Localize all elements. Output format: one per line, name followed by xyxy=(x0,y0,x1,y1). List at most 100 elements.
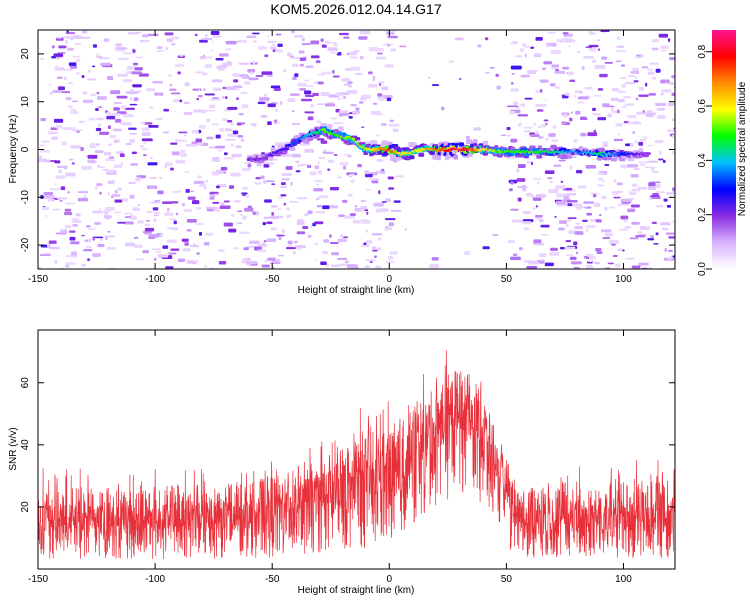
spectrogram-cell xyxy=(134,67,143,71)
spectrogram-ytick-label: 0 xyxy=(20,146,31,152)
spectrogram-cell xyxy=(179,99,183,103)
spectrogram-cell xyxy=(294,73,299,78)
spectrogram-cell xyxy=(604,233,611,237)
spectrogram-cell xyxy=(196,206,202,210)
spectrogram-cell xyxy=(524,53,527,58)
spectrogram-cell xyxy=(540,124,547,128)
spectrogram-cell xyxy=(566,254,574,257)
spectrogram-cell xyxy=(81,234,85,237)
spectrogram-cell xyxy=(671,75,675,79)
spectrogram-cell xyxy=(129,132,138,135)
spectrogram-cell xyxy=(329,187,339,191)
spectrogram-cell xyxy=(247,163,252,168)
spectrogram-cell xyxy=(599,214,602,216)
spectrogram-cell xyxy=(654,140,664,143)
spectrogram-cell xyxy=(641,66,649,69)
spectrogram-cell xyxy=(372,249,378,252)
spectrogram-cell xyxy=(301,43,311,46)
spectrogram-cell xyxy=(565,223,569,228)
spectrogram-cell xyxy=(106,247,117,250)
spectrogram-cell xyxy=(151,248,161,251)
spectrogram-cell xyxy=(149,186,156,189)
spectrogram-cell xyxy=(535,217,542,220)
spectrogram-cell xyxy=(203,187,207,189)
spectrogram-cell xyxy=(531,161,534,166)
spectrogram-cell xyxy=(273,119,278,123)
spectrogram-cell xyxy=(106,75,113,80)
spectrogram-cell xyxy=(149,106,153,109)
spectrogram-cell xyxy=(236,222,243,224)
spectrogram-cell xyxy=(235,145,242,148)
spectrogram-cell xyxy=(317,170,323,175)
spectrogram-cell xyxy=(634,140,638,144)
spectrogram-cell xyxy=(267,121,272,126)
spectrogram-cell xyxy=(561,37,571,41)
spectrogram-cell xyxy=(130,216,138,220)
spectrogram-cell xyxy=(110,90,121,95)
spectrogram-cell xyxy=(120,161,124,166)
spectrogram-cell xyxy=(399,45,407,48)
spectrogram-cell xyxy=(326,42,337,44)
spectrogram-cell xyxy=(107,191,110,196)
spectrogram-cell xyxy=(382,95,393,99)
spectrogram-cell xyxy=(105,158,115,161)
spectrogram-cell xyxy=(60,229,68,234)
spectrogram-cell xyxy=(215,57,224,61)
spectrogram-cell xyxy=(352,219,362,224)
spectrogram-cell xyxy=(563,113,568,118)
spectrogram-cell xyxy=(653,243,659,245)
spectrogram-cell xyxy=(633,121,640,124)
spectrogram-cell xyxy=(522,221,532,225)
spectrogram-cell xyxy=(404,228,408,231)
spectrogram-cell xyxy=(213,193,220,196)
spectrogram-cell xyxy=(48,83,52,86)
spectrogram-cell xyxy=(270,215,280,219)
spectrogram-cell xyxy=(509,188,513,192)
spectrogram-cell xyxy=(573,241,578,246)
spectrogram-cell xyxy=(222,117,228,122)
spectrogram-cell xyxy=(309,171,317,176)
spectrogram-cell xyxy=(81,30,88,34)
snr-xlabel: Height of straight line (km) xyxy=(298,585,415,596)
spectrogram-cell xyxy=(264,199,272,203)
spectrogram-cell xyxy=(96,183,103,186)
spectrogram-cell xyxy=(118,57,129,60)
spectrogram-cell xyxy=(601,56,607,60)
spectrogram-cell xyxy=(515,55,523,58)
spectrogram-cell xyxy=(616,45,625,48)
spectrogram-cell xyxy=(327,205,339,209)
spectrogram-cell xyxy=(145,220,150,222)
spectrogram-cell xyxy=(129,97,133,101)
spectrogram-cell xyxy=(651,221,657,225)
spectrogram-cell xyxy=(92,65,95,68)
spectrogram-cell xyxy=(572,203,583,208)
spectrogram-cell xyxy=(301,37,305,42)
spectrogram-cell xyxy=(575,252,579,254)
spectrogram-cell xyxy=(98,105,103,109)
spectrogram-cell xyxy=(153,257,157,261)
spectrogram-cell xyxy=(332,75,340,78)
spectrogram-cell xyxy=(204,265,208,268)
spectrogram-cell xyxy=(343,95,346,99)
spectrogram-cell xyxy=(517,114,529,117)
spectrogram-cell xyxy=(640,226,651,230)
spectrogram-cell xyxy=(320,261,327,266)
spectrogram-cell xyxy=(211,159,221,162)
spectrogram-cell xyxy=(64,212,73,216)
spectrogram-cell xyxy=(167,207,170,212)
spectrogram-cell-ridge xyxy=(517,153,524,158)
spectrogram-cell xyxy=(327,168,331,171)
spectrogram-cell xyxy=(530,46,535,49)
spectrogram-cell xyxy=(510,65,522,70)
spectrogram-cell xyxy=(570,111,573,114)
snr-panel: -150 -100 -50 0 50 100 20 40 60 Height of straig… xyxy=(8,329,676,596)
spectrogram-cell xyxy=(92,44,98,48)
spectrogram-cell xyxy=(80,147,84,151)
spectrogram-cell xyxy=(230,213,235,218)
spectrogram-cell xyxy=(553,164,562,167)
spectrogram-cell xyxy=(583,55,594,59)
spectrogram-cell xyxy=(386,227,389,231)
spectrogram-cell xyxy=(203,88,206,92)
spectrogram-cell xyxy=(598,177,604,181)
spectrogram-cell xyxy=(129,194,135,199)
